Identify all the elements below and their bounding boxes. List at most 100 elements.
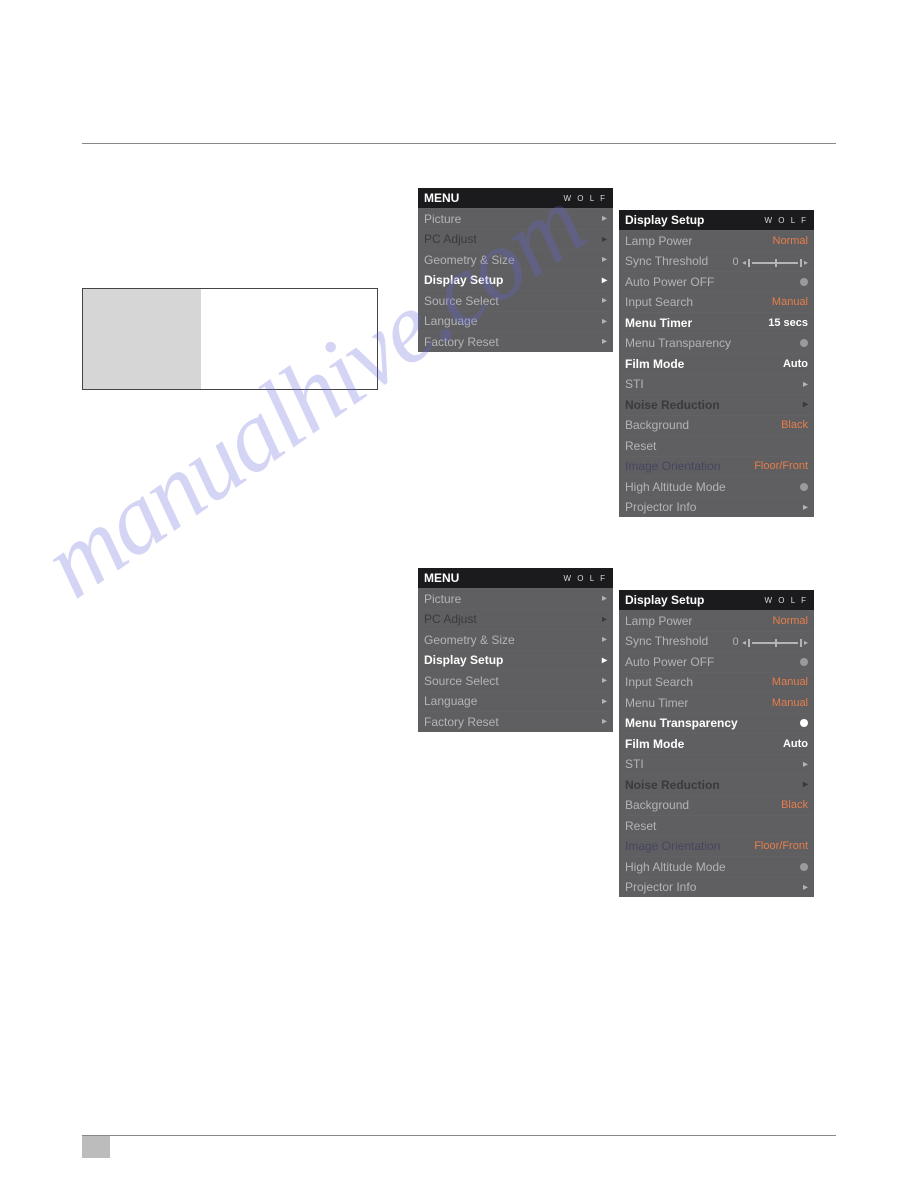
menu-item[interactable]: BackgroundBlack: [619, 795, 814, 816]
menu-item-label: Auto Power OFF: [625, 655, 714, 669]
menu-item[interactable]: Projector Info ▸: [619, 877, 814, 898]
menu-item[interactable]: High Altitude Mode: [619, 476, 814, 497]
page: manualhive.com MENUW O L FPicture▸PC Adj…: [0, 0, 918, 1188]
toggle-dot-icon: [800, 278, 808, 286]
menu-item[interactable]: Auto Power OFF: [619, 271, 814, 292]
menu-item[interactable]: Menu Transparency: [619, 713, 814, 734]
menu-item-value: [800, 480, 808, 494]
menu-item-label: Film Mode: [625, 357, 684, 371]
menu-item[interactable]: Display Setup▸: [418, 650, 613, 671]
menu-item[interactable]: Menu Transparency: [619, 333, 814, 354]
menu-item-label: Language: [424, 314, 477, 328]
menu-item[interactable]: BackgroundBlack: [619, 415, 814, 436]
menu-item-label: Image Orientation: [625, 459, 720, 473]
menu-item[interactable]: Picture▸: [418, 588, 613, 609]
menu-item[interactable]: Input SearchManual: [619, 672, 814, 693]
menu-item-label: Picture: [424, 592, 461, 606]
menu-item[interactable]: Sync Threshold0 ◂▸: [619, 631, 814, 652]
chevron-right-icon: ▸: [602, 316, 607, 327]
menu-item[interactable]: Noise Reduction▸: [619, 774, 814, 795]
menu-item[interactable]: Display Setup▸: [418, 270, 613, 291]
menu-item[interactable]: High Altitude Mode: [619, 856, 814, 877]
menu-item-label: Projector Info: [625, 880, 696, 894]
menu-item[interactable]: Menu Timer15 secs: [619, 312, 814, 333]
chevron-right-icon: ▸: [602, 655, 607, 666]
brand-label: W O L F: [564, 574, 607, 583]
chevron-right-icon: ▸: [602, 675, 607, 686]
osd-title: MENU: [424, 191, 459, 205]
chevron-right-icon: ▸: [803, 882, 808, 893]
menu-item[interactable]: Lamp PowerNormal: [619, 230, 814, 251]
brand-label: W O L F: [765, 216, 808, 225]
menu-item-value: [800, 275, 808, 289]
menu-item[interactable]: Language ▸: [418, 311, 613, 332]
osd-title-row: MENU W O L F: [418, 568, 613, 588]
osd-title: Display Setup: [625, 213, 704, 227]
menu-item[interactable]: Film ModeAuto: [619, 733, 814, 754]
menu-item[interactable]: Sync Threshold0 ◂▸: [619, 251, 814, 272]
menu-item-label: Geometry & Size: [424, 633, 515, 647]
menu-item-label: Geometry & Size: [424, 253, 515, 267]
menu-item-value: Manual: [772, 296, 808, 308]
brand-label: W O L F: [765, 596, 808, 605]
menu-item[interactable]: Geometry & Size▸: [418, 249, 613, 270]
menu-item[interactable]: PC Adjust▸: [418, 609, 613, 630]
menu-item[interactable]: STI▸: [619, 754, 814, 775]
menu-item[interactable]: Source Select ▸: [418, 670, 613, 691]
menu-item[interactable]: Geometry & Size▸: [418, 629, 613, 650]
menu-item[interactable]: Projector Info▸: [619, 497, 814, 518]
menu-item[interactable]: Lamp PowerNormal: [619, 610, 814, 631]
menu-item-label: High Altitude Mode: [625, 480, 726, 494]
osd-title-row: MENUW O L F: [418, 188, 613, 208]
note-box-blank: [201, 289, 377, 389]
menu-item[interactable]: Image Orientation Floor/Front: [619, 836, 814, 857]
menu-item-value: Black: [781, 419, 808, 431]
menu-item[interactable]: PC Adjust▸: [418, 229, 613, 250]
menu-item[interactable]: Noise Reduction▸: [619, 394, 814, 415]
menu-item[interactable]: Factory Reset▸: [418, 331, 613, 352]
menu-item-label: Menu Transparency: [625, 716, 738, 730]
menu-item-label: Auto Power OFF: [625, 275, 714, 289]
menu-item[interactable]: Menu TimerManual: [619, 692, 814, 713]
menu-item-label: Input Search: [625, 675, 693, 689]
chevron-right-icon: ▸: [602, 295, 607, 306]
chevron-right-icon: ▸: [803, 759, 808, 770]
menu-item[interactable]: Reset: [619, 815, 814, 836]
osd-title: MENU: [424, 571, 459, 585]
toggle-dot-icon: [800, 483, 808, 491]
menu-item-value: Normal: [773, 615, 808, 627]
chevron-right-icon: ▸: [602, 614, 607, 625]
menu-item-label: Image Orientation: [625, 839, 720, 853]
menu-item[interactable]: STI▸: [619, 374, 814, 395]
menu-item-label: Noise Reduction: [625, 778, 720, 792]
chevron-right-icon: ▸: [803, 399, 808, 410]
menu-item-value: Auto: [783, 358, 808, 370]
menu-item-value: [800, 655, 808, 669]
menu-item[interactable]: Input SearchManual: [619, 292, 814, 313]
chevron-right-icon: ▸: [803, 502, 808, 513]
menu-item[interactable]: Film Mode Auto: [619, 353, 814, 374]
menu-item[interactable]: Reset: [619, 435, 814, 456]
menu-item-label: Sync Threshold: [625, 254, 708, 268]
osd-display1: Display SetupW O L FLamp PowerNormalSync…: [619, 210, 814, 517]
menu-item-label: Menu Timer: [625, 316, 692, 330]
menu-item[interactable]: Source Select▸: [418, 290, 613, 311]
menu-item[interactable]: Language▸: [418, 691, 613, 712]
osd-main1: MENUW O L FPicture▸PC Adjust▸Geometry & …: [418, 188, 613, 352]
menu-item[interactable]: Picture▸: [418, 208, 613, 229]
toggle-dot-icon: [800, 719, 808, 727]
toggle-dot-icon: [800, 339, 808, 347]
menu-item-value: [800, 716, 808, 730]
menu-item-label: STI: [625, 377, 644, 391]
menu-item[interactable]: Auto Power OFF: [619, 651, 814, 672]
menu-item-label: Menu Timer: [625, 696, 688, 710]
menu-item-label: High Altitude Mode: [625, 860, 726, 874]
menu-item-value: Normal: [773, 235, 808, 247]
chevron-right-icon: ▸: [602, 234, 607, 245]
menu-item-value: Floor/Front: [754, 840, 808, 852]
bottom-rule: [82, 1135, 836, 1136]
menu-item-label: Source Select: [424, 674, 499, 688]
menu-item[interactable]: Factory Reset▸: [418, 711, 613, 732]
menu-item-value: Auto: [783, 738, 808, 750]
menu-item[interactable]: Image OrientationFloor/Front: [619, 456, 814, 477]
